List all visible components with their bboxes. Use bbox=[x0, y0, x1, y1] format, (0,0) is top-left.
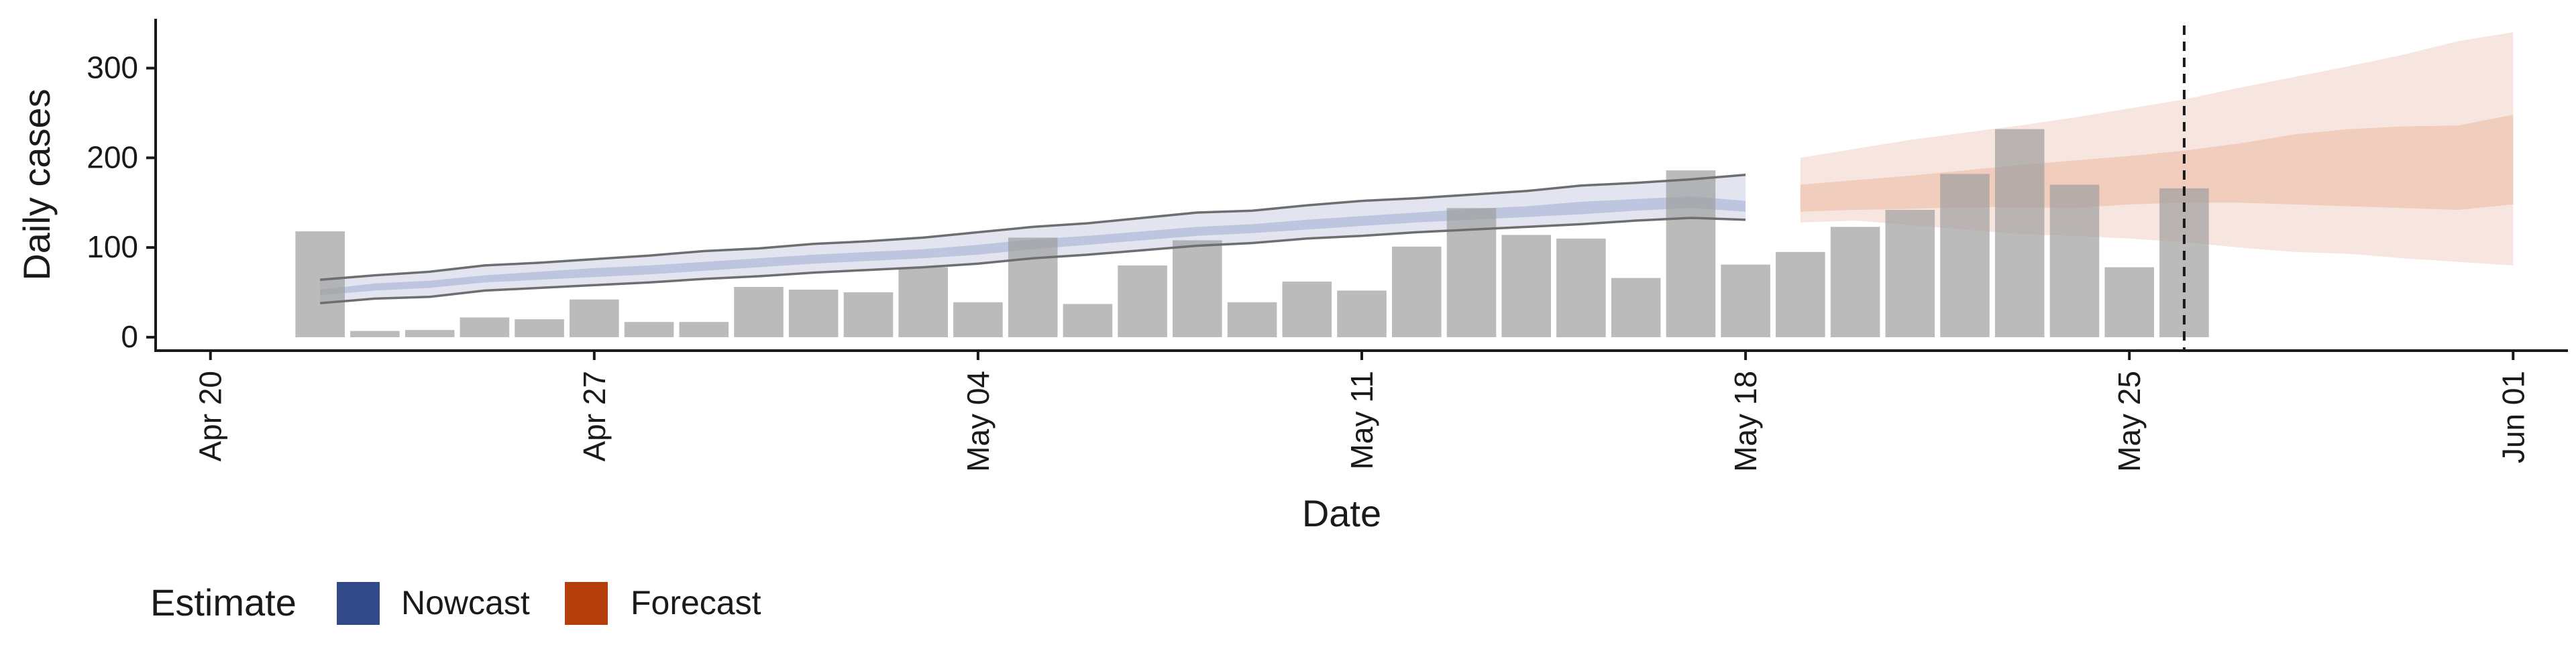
bar-2020-05-06 bbox=[1063, 304, 1113, 337]
nowcast-lower-line bbox=[320, 217, 1746, 304]
bar-2020-05-01 bbox=[788, 290, 839, 337]
x-axis-label: Date bbox=[1302, 492, 1381, 534]
bar-2020-05-26 bbox=[2159, 188, 2209, 337]
bar-2020-05-09 bbox=[1227, 302, 1277, 337]
legend-label-nowcast: Nowcast bbox=[401, 584, 530, 622]
bar-2020-05-11 bbox=[1337, 290, 1387, 337]
bar-2020-04-23 bbox=[350, 331, 400, 337]
bars-layer bbox=[295, 129, 2209, 337]
bar-2020-05-20 bbox=[1830, 227, 1880, 337]
bar-2020-05-05 bbox=[1008, 237, 1058, 337]
legend-swatch-nowcast bbox=[337, 582, 380, 625]
x-tick-label-2020-05-04: May 04 bbox=[961, 371, 996, 472]
x-tick-label-2020-04-27: Apr 27 bbox=[577, 371, 612, 462]
bar-2020-05-08 bbox=[1173, 240, 1222, 337]
bar-2020-04-26 bbox=[515, 319, 564, 337]
x-tick-label-2020-04-20: Apr 20 bbox=[193, 371, 228, 462]
x-tick-label-2020-05-11: May 11 bbox=[1344, 371, 1379, 469]
bar-2020-05-19 bbox=[1776, 251, 1825, 337]
axes-layer: 0 100 200 300 Apr 20 Apr 27 May 04 May 11 May 18… bbox=[15, 19, 2568, 534]
y-axis-label: Daily cases bbox=[15, 89, 58, 280]
bar-2020-05-14 bbox=[1501, 235, 1551, 337]
bar-2020-05-13 bbox=[1446, 208, 1497, 337]
bar-2020-05-25 bbox=[2104, 267, 2154, 337]
bar-2020-04-28 bbox=[624, 322, 674, 337]
x-tick-label-2020-05-25: May 25 bbox=[2112, 371, 2147, 472]
bar-2020-05-04 bbox=[953, 302, 1003, 337]
y-tick-label-300: 300 bbox=[87, 50, 138, 85]
bar-2020-05-24 bbox=[2049, 184, 2100, 337]
bar-2020-04-29 bbox=[679, 322, 729, 337]
bar-2020-05-17 bbox=[1666, 170, 1716, 337]
y-tick-label-0: 0 bbox=[121, 319, 138, 354]
bar-2020-04-30 bbox=[734, 287, 784, 337]
legend-title: Estimate bbox=[150, 581, 297, 624]
bar-2020-04-27 bbox=[570, 299, 619, 337]
nowcast-bound-lines bbox=[320, 174, 1746, 304]
bar-2020-05-07 bbox=[1118, 265, 1167, 337]
bar-2020-04-22 bbox=[295, 231, 345, 337]
legend-swatch-forecast bbox=[565, 582, 608, 625]
x-tick-label-2020-05-18: May 18 bbox=[1728, 371, 1763, 472]
bar-2020-05-22 bbox=[1940, 174, 1990, 337]
bar-2020-05-18 bbox=[1721, 264, 1770, 337]
bar-2020-05-15 bbox=[1556, 238, 1606, 337]
legend-label-forecast: Forecast bbox=[631, 584, 761, 622]
y-tick-label-200: 200 bbox=[87, 139, 138, 174]
nowcast-upper-line bbox=[320, 174, 1746, 282]
bar-2020-05-21 bbox=[1885, 210, 1935, 337]
bar-2020-05-03 bbox=[898, 267, 948, 337]
bar-2020-05-12 bbox=[1392, 246, 1442, 337]
bar-2020-05-02 bbox=[843, 292, 894, 337]
bar-2020-05-10 bbox=[1282, 282, 1332, 337]
bar-2020-04-25 bbox=[460, 317, 510, 337]
bar-2020-04-24 bbox=[405, 330, 455, 337]
x-tick-label-2020-06-01: Jun 01 bbox=[2496, 371, 2530, 463]
y-tick-label-100: 100 bbox=[87, 229, 138, 264]
legend: Estimate Nowcast Forecast bbox=[150, 581, 761, 625]
bar-2020-05-16 bbox=[1611, 278, 1661, 337]
bar-2020-05-23 bbox=[1994, 129, 2045, 337]
